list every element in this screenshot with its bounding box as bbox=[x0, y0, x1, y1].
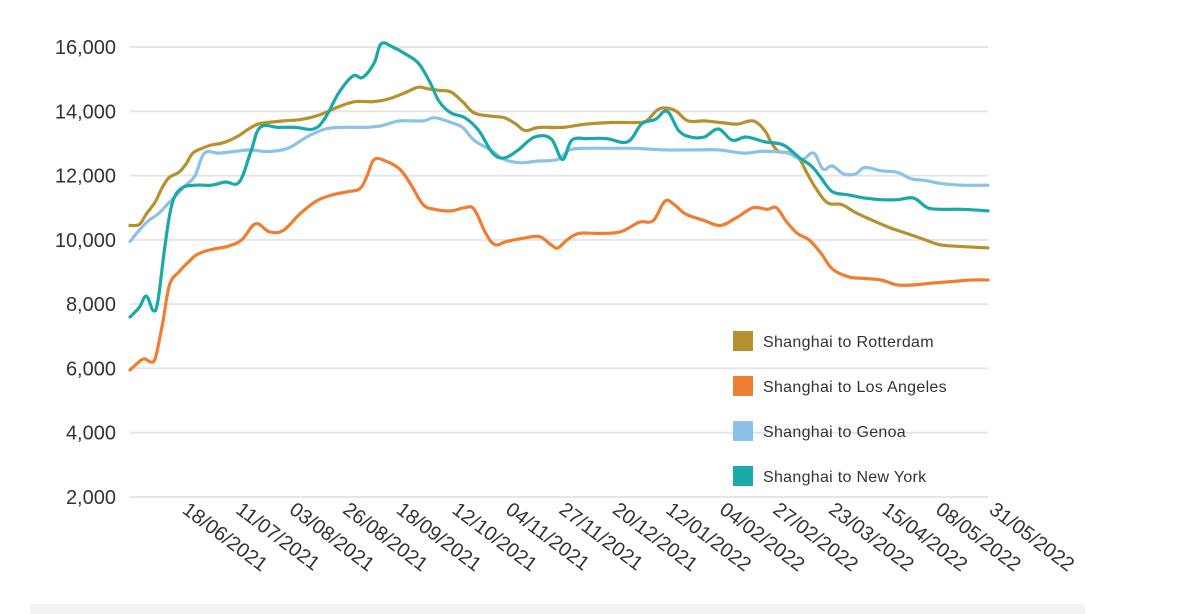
y-tick-label: 6,000 bbox=[66, 358, 116, 380]
series-line-shanghai-to-new-york bbox=[128, 41, 990, 319]
series-line-shanghai-to-genoa bbox=[128, 116, 990, 244]
legend-swatch bbox=[733, 466, 753, 486]
legend-label: Shanghai to Genoa bbox=[763, 424, 906, 441]
series-line-shanghai-to-los-angeles bbox=[128, 156, 990, 372]
x-axis: 18/06/202111/07/202103/08/202126/08/2021… bbox=[178, 498, 1078, 576]
legend-label: Shanghai to Los Angeles bbox=[763, 379, 947, 396]
y-tick-label: 12,000 bbox=[55, 166, 116, 188]
y-tick-label: 14,000 bbox=[55, 101, 116, 123]
y-tick-label: 4,000 bbox=[66, 423, 116, 445]
legend-swatch bbox=[733, 376, 753, 396]
grid-layer bbox=[130, 46, 988, 498]
legend-swatch bbox=[733, 331, 753, 351]
legend-label: Shanghai to Rotterdam bbox=[763, 334, 934, 351]
y-tick-label: 10,000 bbox=[55, 230, 116, 252]
legend: Shanghai to Rotterdam Shanghai to Los Ang… bbox=[733, 331, 947, 486]
y-tick-label: 8,000 bbox=[66, 294, 116, 316]
legend-swatch bbox=[733, 421, 753, 441]
series-line-shanghai-to-rotterdam bbox=[128, 85, 990, 250]
y-tick-label: 2,000 bbox=[66, 487, 116, 509]
series-layer bbox=[128, 41, 990, 372]
footer-bar bbox=[30, 604, 1085, 614]
legend-label: Shanghai to New York bbox=[763, 469, 927, 486]
y-axis: 2,000 4,000 6,000 8,000 10,000 12,000 14,000 16… bbox=[55, 37, 116, 509]
y-tick-label: 16,000 bbox=[55, 37, 116, 59]
